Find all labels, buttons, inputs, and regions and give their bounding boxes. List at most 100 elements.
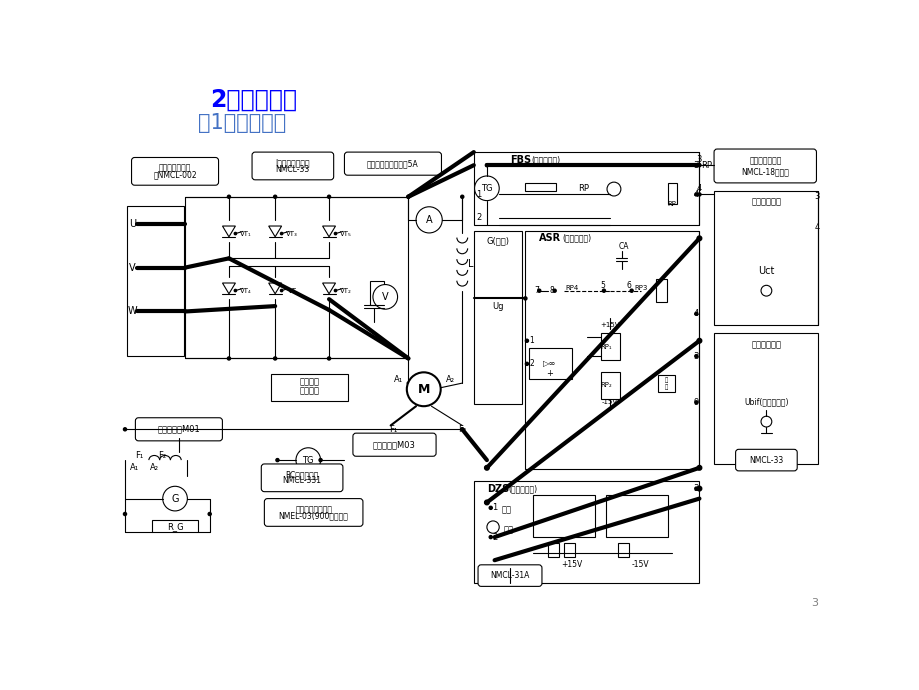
Text: Uct: Uct (757, 266, 774, 277)
Text: 封锁: 封锁 (501, 506, 511, 515)
Polygon shape (323, 283, 335, 294)
Text: VT: VT (288, 288, 296, 294)
Circle shape (525, 339, 528, 342)
Bar (600, 333, 619, 360)
Circle shape (486, 521, 499, 533)
Text: （1）实训线路: （1）实训线路 (198, 113, 286, 133)
Circle shape (760, 416, 771, 427)
Text: VT₁: VT₁ (240, 230, 252, 237)
Bar (152, 520, 198, 533)
Bar (185, 197, 408, 359)
Text: 1: 1 (476, 190, 482, 199)
Text: U: U (129, 219, 136, 228)
Text: 3: 3 (696, 155, 701, 164)
Circle shape (697, 466, 701, 470)
Text: 3: 3 (813, 193, 819, 201)
Circle shape (460, 428, 463, 431)
Text: Ug: Ug (492, 302, 503, 310)
Circle shape (415, 207, 442, 233)
Text: 直流发电机M01: 直流发电机M01 (157, 425, 200, 434)
Text: 3: 3 (693, 352, 698, 361)
Bar (600, 371, 619, 399)
Text: NMEL-03(900欧并联）: NMEL-03(900欧并联） (278, 511, 348, 520)
Text: (速度封锁器): (速度封锁器) (508, 484, 537, 493)
Circle shape (698, 193, 700, 196)
Circle shape (525, 362, 528, 366)
Text: Ubif(细锁晶闸管): Ubif(细锁晶闸管) (743, 398, 788, 407)
Circle shape (697, 236, 701, 241)
Text: R_G: R_G (166, 522, 183, 531)
Text: L: L (467, 259, 472, 268)
Text: 4: 4 (693, 190, 698, 199)
Text: 4: 4 (813, 223, 819, 232)
Bar (713, 190, 817, 326)
Circle shape (484, 466, 489, 470)
Text: 4: 4 (693, 309, 698, 318)
Text: (转速调节器): (转速调节器) (562, 234, 591, 243)
Bar (127, 206, 184, 356)
Circle shape (694, 313, 698, 315)
Text: RP: RP (700, 161, 711, 170)
Circle shape (630, 289, 632, 293)
Circle shape (327, 357, 330, 360)
Circle shape (334, 233, 336, 235)
Circle shape (460, 195, 463, 198)
Text: VT₅: VT₅ (340, 230, 352, 237)
Circle shape (296, 448, 320, 473)
Text: NMCL-33: NMCL-33 (276, 164, 310, 174)
Text: RP: RP (578, 184, 589, 193)
FancyBboxPatch shape (131, 157, 219, 185)
Bar (713, 333, 817, 464)
Bar (525, 183, 556, 190)
Text: RP4: RP4 (564, 286, 578, 291)
Circle shape (227, 195, 231, 198)
Text: 负载电阻，可选用: 负载电阻，可选用 (295, 505, 332, 514)
Text: 直流电流表，量程为5A: 直流电流表，量程为5A (367, 159, 418, 168)
Circle shape (234, 289, 236, 292)
Text: 2、实训内容: 2、实训内容 (210, 88, 296, 112)
Circle shape (694, 401, 698, 404)
Text: F₂: F₂ (158, 451, 165, 460)
Circle shape (406, 195, 410, 198)
Text: DZS: DZS (486, 484, 508, 493)
FancyBboxPatch shape (353, 433, 436, 456)
Circle shape (280, 289, 282, 292)
Text: FBS: FBS (509, 155, 530, 165)
Circle shape (208, 513, 211, 515)
Circle shape (697, 338, 701, 343)
Text: ▷∞: ▷∞ (543, 359, 556, 368)
Circle shape (372, 284, 397, 309)
Text: RC吸收，位于: RC吸收，位于 (285, 470, 319, 480)
Text: W: W (128, 306, 137, 317)
Text: M: M (417, 383, 429, 396)
Text: 2: 2 (492, 533, 496, 542)
Text: 1: 1 (492, 503, 496, 513)
Text: A₂: A₂ (150, 463, 159, 472)
Bar (606, 495, 667, 537)
Circle shape (552, 289, 556, 293)
Polygon shape (323, 226, 335, 237)
Text: RP: RP (666, 201, 675, 208)
Text: 2: 2 (476, 213, 482, 222)
Text: 直流电动机M03: 直流电动机M03 (373, 440, 415, 449)
Text: 6: 6 (626, 281, 631, 290)
Polygon shape (268, 226, 281, 237)
Text: VT₄: VT₄ (240, 288, 252, 294)
Text: 9: 9 (693, 398, 698, 407)
Text: 直流电机: 直流电机 (300, 377, 320, 386)
Text: RP₁: RP₁ (600, 344, 611, 350)
Text: (速度变换器): (速度变换器) (531, 155, 560, 164)
Text: 脉冲放大控制: 脉冲放大控制 (751, 340, 780, 349)
Text: -15V: -15V (631, 560, 649, 569)
Text: 脉冲移相控制: 脉冲移相控制 (751, 197, 780, 206)
Circle shape (489, 506, 492, 509)
Circle shape (698, 164, 700, 167)
Text: 4: 4 (696, 184, 701, 193)
Bar (473, 152, 698, 225)
Text: RP3: RP3 (633, 286, 647, 291)
Circle shape (334, 289, 336, 292)
Bar (563, 543, 574, 557)
Text: 5: 5 (599, 281, 604, 290)
Bar (473, 230, 521, 404)
Polygon shape (222, 226, 235, 237)
